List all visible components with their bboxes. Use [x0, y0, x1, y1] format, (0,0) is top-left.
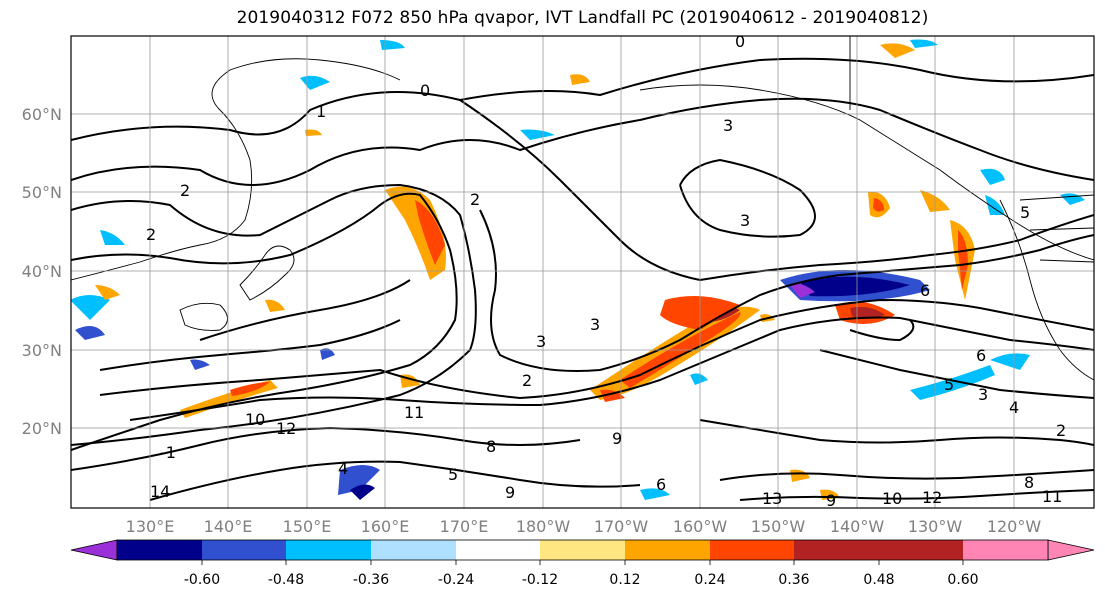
colorbar-swatch — [710, 540, 794, 560]
contour-label: 11 — [404, 403, 424, 422]
contour-label: 3 — [590, 315, 600, 334]
lon-tick-label: 150°E — [283, 517, 332, 536]
contour-label: 3 — [978, 385, 988, 404]
lon-tick-label: 170°E — [440, 517, 489, 536]
contour-label: 9 — [505, 483, 515, 502]
colorbar-swatch — [540, 540, 625, 560]
coastlines — [71, 36, 1094, 381]
colorbar-swatch — [456, 540, 540, 560]
map-panel — [71, 36, 1094, 508]
lat-tick-label: 30°N — [22, 341, 62, 360]
contour-label: -1 — [160, 443, 176, 462]
contour-labels: 0 0 1 2 2 2 3 3 3 3 2 5 6 6 8 9 10 11 12… — [146, 32, 1066, 510]
lon-tick-label: 170°W — [594, 517, 649, 536]
colorbar-swatch — [879, 540, 963, 560]
contour-label: 11 — [1042, 487, 1062, 506]
lon-tick-label: 130°W — [908, 517, 963, 536]
colorbar-swatch — [625, 540, 710, 560]
lon-tick-label: 160°W — [673, 517, 728, 536]
contour-label: 3 — [740, 211, 750, 230]
colorbar-tick-label: 0.48 — [863, 572, 894, 588]
contour-label: 9 — [612, 429, 622, 448]
lon-tick-label: 180°W — [516, 517, 571, 536]
contour-label: 8 — [1024, 473, 1034, 492]
contour-label: 5 — [1020, 203, 1030, 222]
colorbar-swatch — [371, 540, 456, 560]
contour-label: 3 — [723, 116, 733, 135]
chart-title: 2019040312 F072 850 hPa qvapor, IVT Land… — [236, 8, 929, 28]
contour-label: 13 — [762, 489, 782, 508]
colorbar-tick-label: -0.12 — [522, 572, 558, 588]
contour-label: 12 — [276, 419, 296, 438]
contour-label: 3 — [536, 332, 546, 351]
lat-tick-label: 50°N — [22, 183, 62, 202]
contour-label: 12 — [922, 488, 942, 507]
colorbar-tick-label: -0.36 — [353, 572, 389, 588]
contour-label: 10 — [882, 489, 902, 508]
contour-label: 9 — [826, 491, 836, 510]
colorbar-swatch — [117, 540, 202, 560]
lat-tick-label: 20°N — [22, 419, 62, 438]
contour-label: 5 — [448, 465, 458, 484]
lon-tick-label: 140°W — [830, 517, 885, 536]
colorbar-tick-label: -0.60 — [184, 572, 220, 588]
contour-label: 8 — [486, 437, 496, 456]
lon-tick-labels: 130°E 140°E 150°E 160°E 170°E 180°W 170°… — [126, 517, 1042, 536]
colorbar-tick-label: 0.36 — [778, 572, 809, 588]
lon-tick-label: 150°W — [751, 517, 806, 536]
colorbar-extend-min — [70, 539, 118, 561]
map-frame — [70, 35, 1095, 509]
contour-label: 10 — [245, 410, 265, 429]
contour-label: 2 — [470, 190, 480, 209]
colorbar-swatch — [963, 540, 1048, 560]
colorbar-extend-max — [1047, 539, 1095, 561]
lon-tick-label: 140°E — [204, 517, 253, 536]
colorbar-tick-label: -0.24 — [438, 572, 474, 588]
contour-label: 6 — [976, 346, 986, 365]
colorbar: -0.60 -0.48 -0.36 -0.24 -0.12 0.12 0.24 … — [70, 539, 1095, 588]
colorbar-tick-label: -0.48 — [268, 572, 304, 588]
colorbar-tick-label: 0.24 — [694, 572, 725, 588]
lat-tick-label: 40°N — [22, 262, 62, 281]
contour-label: 2 — [146, 225, 156, 244]
lon-tick-label: 160°E — [361, 517, 410, 536]
colorbar-tick-label: 0.60 — [947, 572, 978, 588]
lat-tick-label: 60°N — [22, 105, 62, 124]
contour-label: 2 — [180, 181, 190, 200]
contour-label: 14 — [150, 482, 170, 501]
colorbar-tick-label: 0.12 — [609, 572, 640, 588]
colorbar-swatch — [202, 540, 286, 560]
ivt-contours — [71, 57, 1094, 501]
colorbar-swatch — [286, 540, 371, 560]
lon-tick-label: 130°E — [126, 517, 175, 536]
contour-label: 2 — [1056, 421, 1066, 440]
contour-label: 0 — [420, 81, 430, 100]
contour-label: 6 — [920, 281, 930, 300]
contour-label: 5 — [944, 375, 954, 394]
contour-label: 1 — [316, 102, 326, 121]
contour-label: 6 — [656, 475, 666, 494]
lat-tick-labels: 60°N 50°N 40°N 30°N 20°N — [22, 105, 62, 438]
contour-label: 4 — [338, 459, 348, 478]
contour-label: 0 — [735, 32, 745, 51]
contour-label: 4 — [1009, 398, 1019, 417]
contour-label: 2 — [522, 371, 532, 390]
lon-tick-label: 120°W — [987, 517, 1042, 536]
colorbar-swatch — [794, 540, 879, 560]
graticule — [71, 36, 1094, 508]
